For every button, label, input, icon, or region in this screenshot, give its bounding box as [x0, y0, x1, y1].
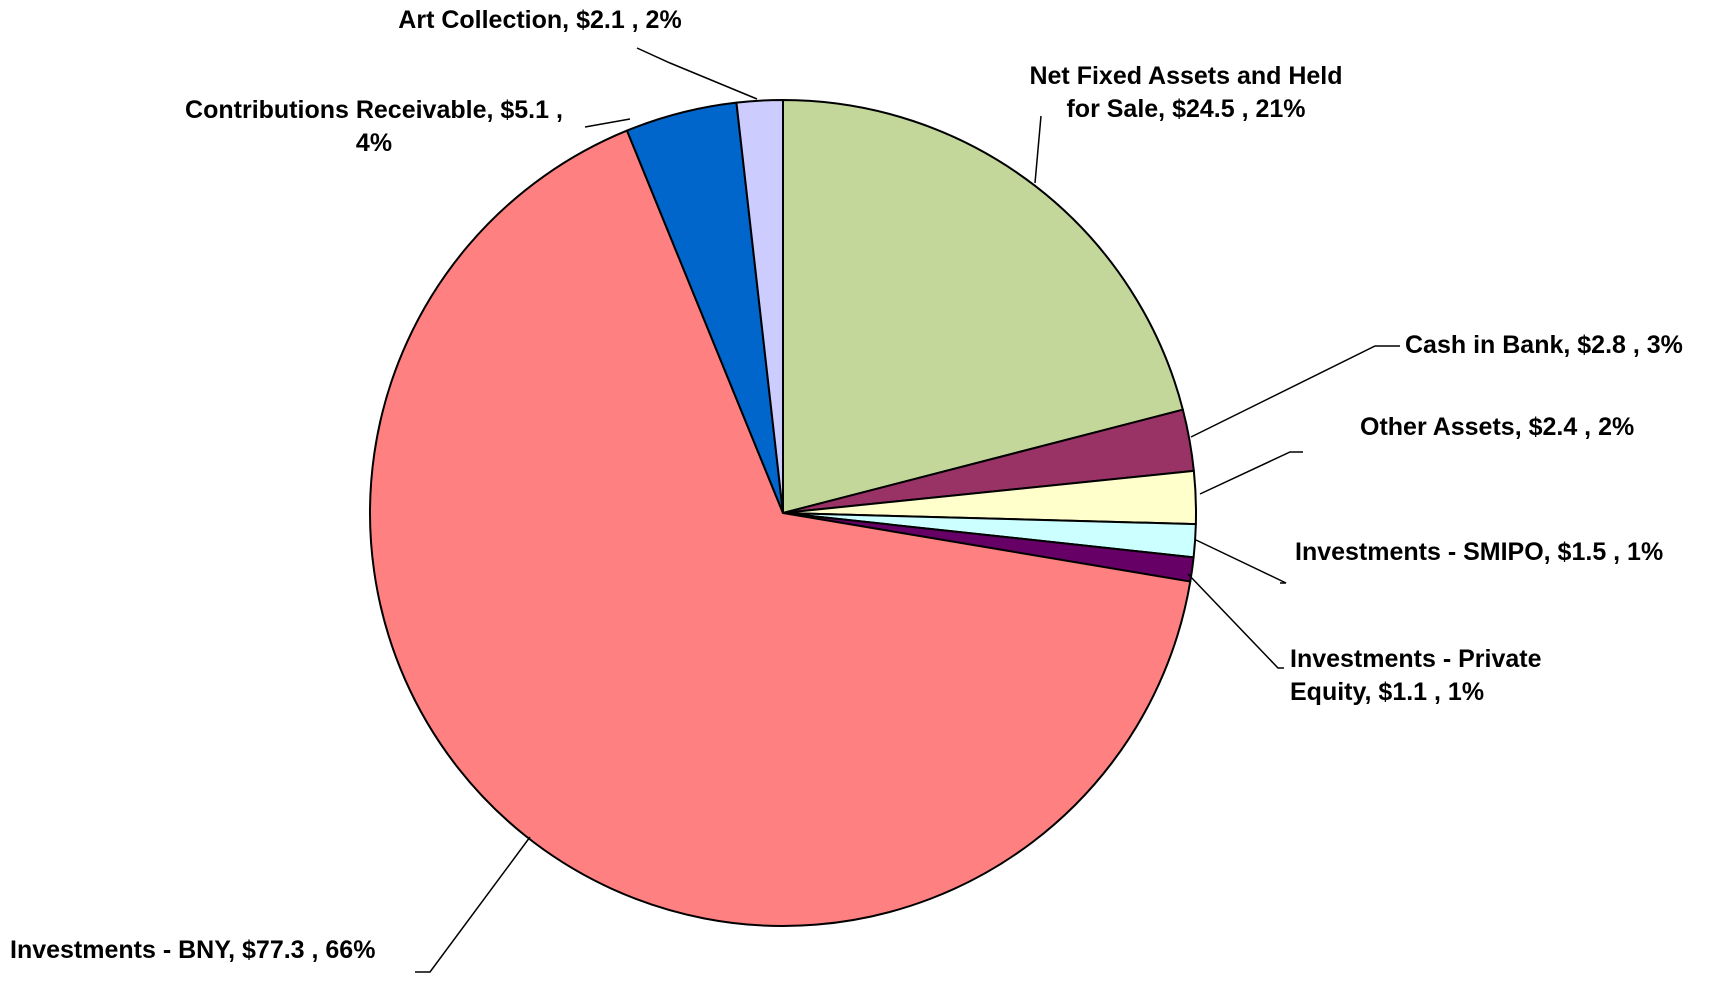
leader-line: [1190, 345, 1400, 438]
pie-slice-net-fixed-assets-and-held-for-sale: [782, 99, 1184, 514]
leader-lines: [415, 47, 1400, 973]
slice-label: Other Assets, $2.4 , 2%: [1360, 413, 1634, 441]
leader-line: [415, 836, 531, 973]
slice-label-line: Net Fixed Assets and Held: [1029, 62, 1342, 90]
slice-label-line: Investments - Private: [1290, 645, 1542, 673]
pie-slice-art-collection: [735, 99, 784, 514]
slice-label-line: 4%: [356, 129, 392, 157]
leader-line: [1034, 115, 1042, 184]
slice-label: Investments - BNY, $77.3 , 66%: [10, 936, 375, 964]
leader-line: [1187, 573, 1284, 669]
slice-label-line: Investments - SMIPO, $1.5 , 1%: [1295, 538, 1663, 566]
slice-label: Contributions Receivable, $5.1 , 4%: [185, 96, 563, 157]
slice-label-line: Other Assets, $2.4 , 2%: [1360, 413, 1634, 441]
leader-line: [584, 118, 631, 128]
slice-label: Art Collection, $2.1 , 2%: [398, 6, 681, 34]
slice-label-line: Equity, $1.1 , 1%: [1290, 678, 1484, 706]
slice-label: Cash in Bank, $2.8 , 3%: [1405, 331, 1683, 359]
slice-label-line: Contributions Receivable, $5.1 ,: [185, 96, 563, 124]
leader-line: [1199, 451, 1303, 495]
slice-label-line: Investments - BNY, $77.3 , 66%: [10, 936, 375, 964]
slice-label: Net Fixed Assets and Held for Sale, $24.5…: [1029, 62, 1342, 123]
slice-label-line: for Sale, $24.5 , 21%: [1066, 95, 1305, 123]
slice-label: Investments - Private Equity, $1.1 , 1%: [1290, 645, 1542, 706]
slice-label-line: Cash in Bank, $2.8 , 3%: [1405, 331, 1683, 359]
slice-label: Investments - SMIPO, $1.5 , 1%: [1295, 538, 1663, 566]
pie-slice-investments-bny: [368, 129, 1192, 927]
leader-line: [1195, 539, 1287, 584]
leader-line: [636, 47, 758, 100]
pie-slices: [368, 99, 1197, 927]
slice-labels: Net Fixed Assets and Held for Sale, $24.5…: [10, 6, 1683, 964]
slice-label-line: Art Collection, $2.1 , 2%: [398, 6, 681, 34]
